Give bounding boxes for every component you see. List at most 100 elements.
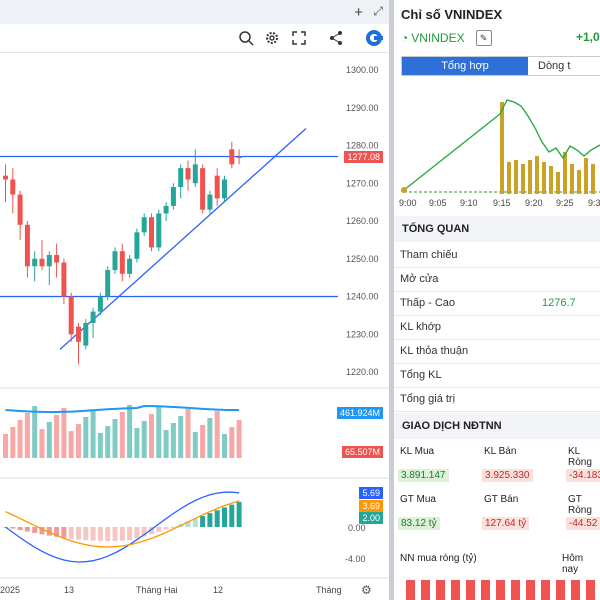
kl-net-value: -34.183 (566, 469, 600, 482)
candle-body (3, 175, 8, 180)
panel-divider[interactable] (389, 0, 394, 600)
edit-icon[interactable]: ✎ (475, 30, 492, 46)
volume-bar (119, 412, 125, 458)
price-tick-label: 1250.00 (346, 254, 379, 264)
chart-toolbar (0, 24, 389, 53)
panel-title: Chỉ số VNINDEX (401, 7, 503, 22)
zoom-icon[interactable] (236, 28, 256, 48)
macd-histogram-bar (61, 527, 67, 538)
macd-histogram-bar (149, 527, 154, 535)
macd-histogram-bar (222, 507, 227, 527)
candle-body (141, 217, 147, 233)
macd-histogram-bar (97, 527, 103, 541)
macd-histogram-bar (141, 527, 147, 537)
add-icon[interactable]: + (354, 4, 363, 21)
macd-histogram-bar (83, 527, 89, 541)
macd-histogram-bar (54, 527, 60, 537)
macd-histogram-bar (32, 527, 38, 534)
macd-histogram-bar (236, 501, 242, 527)
volume-bar (185, 409, 191, 458)
x-label-month: Tháng (316, 585, 342, 595)
candle-body (222, 179, 227, 199)
volume-bar (24, 413, 30, 458)
index-panel: Chỉ số VNINDEX ◔ VNINDEX ✎ +1,0 Tổng hợp… (394, 0, 600, 600)
signal-line (5, 500, 240, 548)
overview-row: Tổng giá trị (394, 388, 600, 412)
time-label: 9:15 (493, 198, 511, 208)
row-label: Tổng giá trị (400, 393, 456, 405)
candle-body (76, 326, 81, 342)
macd-histogram-bar (156, 527, 162, 532)
symbol-row: ◔ VNINDEX ✎ (401, 30, 492, 46)
volume-bar (61, 408, 67, 458)
volume-bar (76, 424, 81, 458)
gt-sell-label: GT Bán (484, 494, 519, 505)
candle-body (68, 296, 74, 335)
macd-histogram-bar (46, 527, 52, 536)
overview-row: Tổng KL (394, 364, 600, 388)
intraday-line (403, 99, 600, 191)
fullscreen-icon[interactable] (289, 28, 309, 48)
volume-bar (214, 411, 220, 458)
candle-body (178, 168, 184, 188)
volume-tag: 65.507M (341, 446, 383, 458)
volume-bar (134, 428, 140, 458)
chart-header-strip: + ⤢ (0, 0, 389, 24)
macd-histogram-bar (119, 527, 125, 541)
time-label: 9:3 (588, 198, 600, 208)
candle-body (127, 258, 133, 274)
candle-body (214, 175, 220, 199)
macd-histogram-bar (17, 527, 23, 531)
volume-bar (229, 427, 235, 458)
macd-line (5, 491, 240, 563)
candle-body (112, 251, 118, 271)
price-tick-label: 1270.00 (346, 178, 379, 188)
time-label: 9:00 (399, 198, 417, 208)
settings-gear-icon[interactable]: ⚙ (361, 583, 372, 597)
last-price-tag: 1277.08 (344, 151, 383, 163)
volume-bar (10, 427, 16, 458)
gt-sell-value: 127.64 tỷ (482, 517, 530, 530)
x-label-13: 13 (64, 585, 75, 595)
price-tick-label: 1230.00 (346, 329, 379, 339)
candle-body (10, 179, 16, 195)
volume-bar (127, 405, 133, 458)
x-label-2025: 2025 (0, 585, 21, 595)
tab-summary[interactable]: Tổng hợp (402, 57, 528, 75)
row-value: 1276.7 (542, 297, 576, 309)
logo-icon[interactable] (364, 28, 384, 48)
trend-line (59, 128, 307, 350)
macd-histogram-bar (170, 526, 176, 528)
row-label: Tham chiếu (400, 249, 458, 261)
volume-bar (178, 416, 184, 458)
signal-tag: 3.69 (359, 500, 383, 512)
candle-body (192, 164, 198, 184)
macd-histogram-bar (127, 527, 133, 541)
share-icon[interactable] (326, 28, 346, 48)
volume-bar (222, 434, 227, 458)
row-label: Tổng KL (400, 369, 442, 381)
expand-icon[interactable]: ⤢ (373, 4, 383, 18)
candlestick-chart[interactable]: 1300.00 1290.00 1280.00 1270.00 1260.00 1250.… (0, 0, 389, 600)
kl-sell-value: 3.925.330 (482, 469, 533, 482)
candle-body (97, 296, 103, 312)
symbol-label[interactable]: VNINDEX (411, 31, 465, 45)
x-label-february: Tháng Hai (136, 585, 178, 595)
volume-bar (156, 407, 162, 458)
candle-body (54, 254, 60, 263)
volume-bar (163, 430, 169, 458)
chart-area[interactable]: + ⤢ 1300.00 1290.00 1280.00 1270.00 1260.00 1… (0, 0, 389, 600)
macd-histogram-bar (214, 510, 220, 527)
gt-buy-label: GT Mua (400, 494, 436, 505)
tab-flow[interactable]: Dòng t (538, 60, 571, 72)
price-tick-label: 1240.00 (346, 292, 379, 302)
candle-body (156, 213, 162, 248)
overview-row: Thấp - Cao 1276.7 (394, 292, 600, 316)
overview-row: KL thỏa thuận (394, 340, 600, 364)
macd-histogram-bar (229, 504, 235, 527)
price-tick-label: 1260.00 (346, 216, 379, 226)
macd-histogram-bar (134, 527, 140, 539)
volume-bar (207, 418, 213, 458)
kl-buy-label: KL Mua (400, 446, 435, 457)
settings-icon[interactable] (262, 28, 282, 48)
